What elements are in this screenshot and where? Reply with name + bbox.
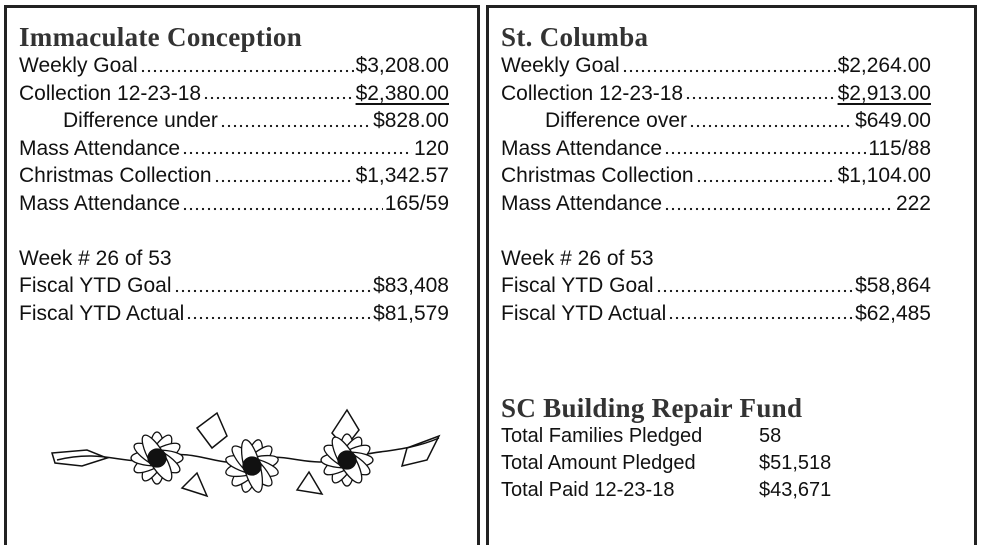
row: Christmas Collection $1,104.00 (501, 162, 931, 190)
leader-dots (214, 179, 354, 183)
value: $1,342.57 (356, 162, 449, 190)
label: Mass Attendance (501, 190, 662, 218)
fund-section: SC Building Repair Fund Total Families P… (501, 393, 974, 504)
row: Fiscal YTD Actual $81,579 (19, 300, 449, 328)
label: Collection 12-23-18 (501, 80, 683, 108)
rows: Weekly Goal $2,264.00 Collection 12-23-18 $… (501, 52, 974, 218)
fiscal: Fiscal YTD Goal $58,864 Fiscal YTD Actual $… (501, 272, 974, 327)
label: Total Families Pledged (501, 423, 759, 450)
leader-dots (685, 96, 835, 100)
leader-dots (696, 179, 836, 183)
row: Fiscal YTD Goal $58,864 (501, 272, 931, 300)
leader-dots (220, 124, 371, 128)
row: Weekly Goal $3,208.00 (19, 52, 449, 80)
label: Weekly Goal (19, 52, 138, 80)
label: Christmas Collection (19, 162, 212, 190)
value: $81,579 (373, 300, 449, 328)
row: Collection 12-23-18 $2,380.00 (19, 80, 449, 108)
leader-dots (668, 316, 853, 320)
row: Fiscal YTD Goal $83,408 (19, 272, 449, 300)
leader-dots (664, 207, 894, 211)
week: Week # 26 of 53 (19, 245, 477, 273)
row: Mass Attendance 120 (19, 135, 449, 163)
row: Weekly Goal $2,264.00 (501, 52, 931, 80)
value: 222 (896, 190, 931, 218)
flower-decoration (47, 408, 447, 508)
leader-dots (174, 289, 372, 293)
rows: Weekly Goal $3,208.00 Collection 12-23-18 $… (19, 52, 477, 218)
value: 165/59 (385, 190, 449, 218)
leader-dots (622, 69, 836, 73)
value: 120 (414, 135, 449, 163)
panel-title: St. Columba (501, 22, 974, 52)
row: Collection 12-23-18 $2,913.00 (501, 80, 931, 108)
row: Mass Attendance 165/59 (19, 190, 449, 218)
value: $3,208.00 (356, 52, 449, 80)
value: $58,864 (855, 272, 931, 300)
row: Mass Attendance 115/88 (501, 135, 931, 163)
row: Difference under $828.00 (19, 107, 449, 135)
week: Week # 26 of 53 (501, 245, 974, 273)
leader-dots (186, 316, 371, 320)
label: Difference under (63, 107, 218, 135)
leader-dots (664, 151, 866, 155)
label: Fiscal YTD Goal (19, 272, 172, 300)
label: Fiscal YTD Actual (501, 300, 666, 328)
leader-dots (182, 151, 412, 155)
value: $2,264.00 (838, 52, 931, 80)
label: Christmas Collection (501, 162, 694, 190)
value: $1,104.00 (838, 162, 931, 190)
fiscal: Fiscal YTD Goal $83,408 Fiscal YTD Actual $… (19, 272, 477, 327)
value: $83,408 (373, 272, 449, 300)
label: Fiscal YTD Goal (501, 272, 654, 300)
value: $2,913.00 (838, 80, 931, 108)
value: 58 (759, 423, 781, 450)
value: $2,380.00 (356, 80, 449, 108)
label: Total Amount Pledged (501, 450, 759, 477)
row: Difference over $649.00 (501, 107, 931, 135)
label: Total Paid 12-23-18 (501, 477, 759, 504)
row: Total Amount Pledged$51,518 (501, 450, 974, 477)
panel-title: Immaculate Conception (19, 22, 477, 52)
label: Mass Attendance (501, 135, 662, 163)
label: Mass Attendance (19, 135, 180, 163)
leader-dots (656, 289, 854, 293)
value: 115/88 (868, 135, 931, 163)
fund-title: SC Building Repair Fund (501, 393, 974, 423)
value: $649.00 (855, 107, 931, 135)
leader-dots (203, 96, 353, 100)
value: $43,671 (759, 477, 831, 504)
value: $51,518 (759, 450, 831, 477)
label: Collection 12-23-18 (19, 80, 201, 108)
row: Total Paid 12-23-18$43,671 (501, 477, 974, 504)
label: Fiscal YTD Actual (19, 300, 184, 328)
label: Mass Attendance (19, 190, 180, 218)
value: $62,485 (855, 300, 931, 328)
leader-dots (689, 124, 853, 128)
row: Fiscal YTD Actual $62,485 (501, 300, 931, 328)
label: Weekly Goal (501, 52, 620, 80)
leader-dots (140, 69, 354, 73)
page: Immaculate Conception Weekly Goal $3,208.… (0, 0, 982, 533)
value: $828.00 (373, 107, 449, 135)
row: Christmas Collection $1,342.57 (19, 162, 449, 190)
left-panel: Immaculate Conception Weekly Goal $3,208.… (4, 5, 480, 545)
row: Mass Attendance 222 (501, 190, 931, 218)
leader-dots (182, 207, 383, 211)
label: Difference over (545, 107, 687, 135)
